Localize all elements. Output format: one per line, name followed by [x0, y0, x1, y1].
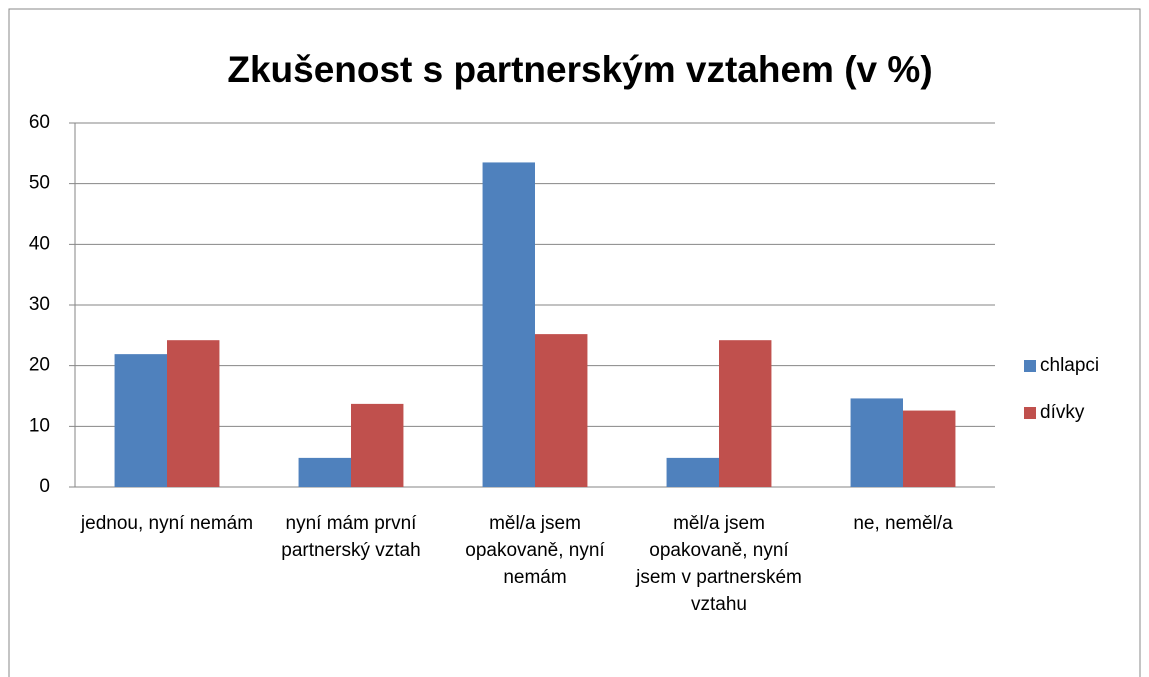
- x-tick-label: ne, neměl/a: [853, 513, 953, 534]
- chart-title: Zkušenost s partnerským vztahem (v %): [227, 49, 932, 90]
- x-tick-label: měl/a jsem opakovaně, nyní jsem v partne…: [636, 513, 802, 615]
- y-tick-label: 30: [29, 294, 50, 315]
- chart-frame: [8, 8, 1141, 677]
- bar: [298, 457, 351, 487]
- bar: [114, 354, 167, 487]
- bar: [167, 340, 220, 487]
- legend-swatch: [1024, 407, 1036, 419]
- bar: [903, 410, 956, 487]
- x-tick-label: měl/a jsem opakovaně, nyní nemám: [465, 513, 605, 588]
- legend-swatch: [1024, 360, 1036, 372]
- bar: [666, 457, 719, 487]
- bar: [535, 334, 588, 487]
- y-tick-label: 0: [39, 476, 50, 497]
- y-tick-label: 40: [29, 233, 50, 254]
- y-tick-label: 60: [29, 112, 50, 133]
- legend-label: chlapci: [1040, 355, 1099, 376]
- bar: [719, 340, 772, 487]
- y-tick-label: 10: [29, 415, 50, 436]
- x-tick-label: jednou, nyní nemám: [80, 513, 254, 534]
- bar: [482, 162, 535, 487]
- bar: [351, 403, 404, 487]
- x-tick-label: nyní mám první partnerský vztah: [281, 513, 421, 561]
- legend-label: dívky: [1040, 402, 1085, 423]
- y-tick-label: 50: [29, 173, 50, 194]
- y-tick-label: 20: [29, 355, 50, 376]
- bar: [850, 398, 903, 487]
